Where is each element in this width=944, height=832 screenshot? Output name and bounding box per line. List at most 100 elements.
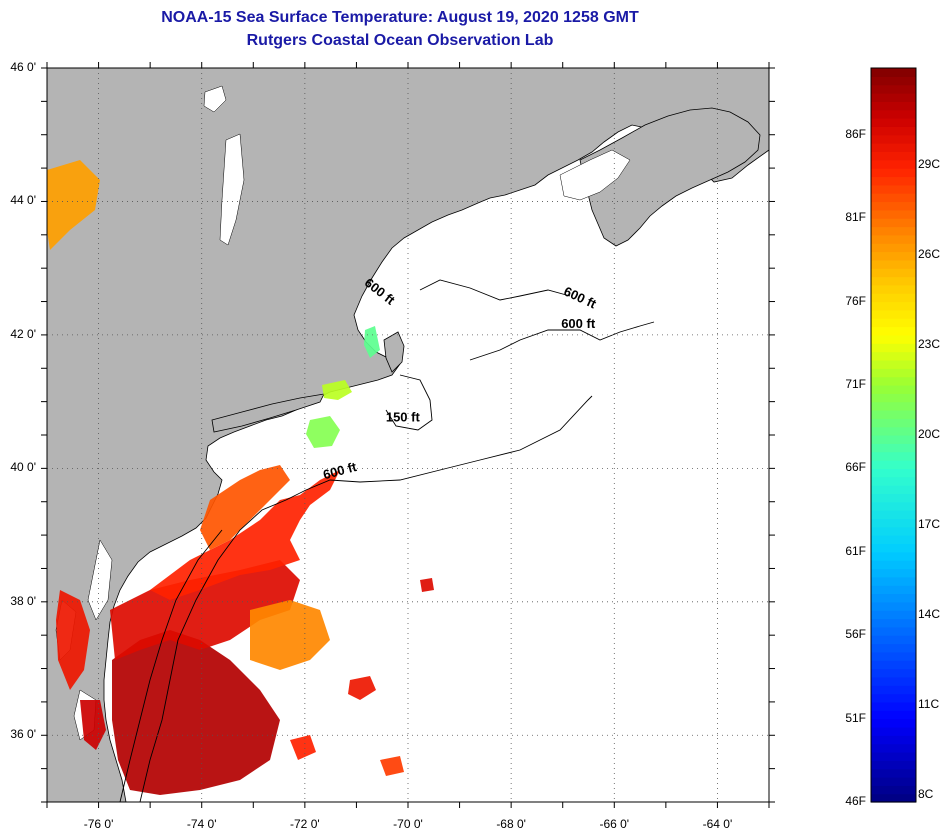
colorbar-segment — [871, 393, 916, 403]
lon-tick-label: -76 0' — [83, 817, 114, 831]
colorbar-segment — [871, 543, 916, 553]
lat-tick-label: 44 0' — [10, 193, 36, 208]
sst-patch — [364, 326, 380, 358]
colorbar-segment — [871, 535, 916, 545]
lon-tick-label: -66 0' — [599, 817, 630, 831]
lat-tick-label: 42 0' — [10, 326, 36, 341]
colorbar-segment — [871, 593, 916, 603]
colorbar-segment — [871, 701, 916, 711]
lon-tick-label: -68 0' — [496, 817, 526, 831]
sst-patch — [56, 590, 90, 690]
colorbar-segment — [871, 326, 916, 336]
colorbar-segment — [871, 134, 916, 144]
cape-cod-land — [383, 331, 405, 373]
depth-contour — [385, 374, 433, 431]
colorbar-segment — [871, 409, 916, 419]
sst-patch — [380, 756, 404, 776]
colorbar-segment — [871, 468, 916, 478]
colorbar-segment — [871, 93, 916, 102]
colorbar-segment — [871, 793, 916, 803]
colorbar-segment — [871, 568, 916, 578]
colorbar-segment — [871, 418, 916, 428]
colorbar-segment — [871, 610, 916, 620]
colorbar-segment — [871, 309, 916, 319]
contour-label: 600 ft — [561, 316, 596, 331]
lat-tick-label: 36 0' — [10, 727, 36, 742]
colorbar-segment — [871, 576, 916, 586]
long-island-land — [211, 393, 325, 433]
inland-water — [87, 539, 113, 621]
colorbar-segment — [871, 259, 916, 269]
chart-title: NOAA-15 Sea Surface Temperature: August … — [161, 9, 639, 26]
colorbar-segment — [871, 676, 916, 686]
colorbar-segment — [871, 293, 916, 303]
colorbar-segment — [871, 234, 916, 244]
lat-tick-label: 46 0' — [10, 60, 36, 74]
sst-patch — [348, 676, 376, 700]
sst-patch — [47, 160, 100, 250]
lon-tick-label: -72 0' — [290, 817, 320, 831]
sst-patch — [420, 578, 434, 592]
colorbar-segment — [871, 710, 916, 720]
colorbar-segment — [871, 209, 916, 219]
colorbar-segment — [871, 635, 916, 645]
colorbar-segment — [871, 151, 916, 161]
colorbar-segment — [871, 510, 916, 520]
colorbar-segment — [871, 193, 916, 203]
colorbar-segment — [871, 368, 916, 378]
colorbar-f-label: 46F — [845, 794, 866, 808]
colorbar-segment — [871, 118, 916, 127]
colorbar-segment — [871, 201, 916, 211]
inland-water — [219, 133, 245, 246]
chart-subtitle: Rutgers Coastal Ocean Observation Lab — [246, 32, 554, 49]
colorbar-segment — [871, 334, 916, 344]
colorbar-segment — [871, 726, 916, 736]
nova-scotia-land — [579, 107, 761, 247]
lon-tick-label: -64 0' — [702, 817, 733, 831]
sst-patch — [150, 470, 340, 600]
colorbar-c-label: 17C — [918, 517, 941, 532]
colorbar-segment — [871, 476, 916, 486]
colorbar-segment — [871, 501, 916, 511]
colorbar-f-label: 61F — [845, 543, 866, 558]
depth-contour — [419, 279, 571, 301]
colorbar-segment — [871, 101, 916, 111]
colorbar-segment — [871, 643, 916, 653]
colorbar-segment — [871, 401, 916, 411]
colorbar-segment — [871, 718, 916, 728]
sst-patch — [200, 465, 290, 550]
colorbar-c-label: 14C — [918, 607, 941, 622]
colorbar-segment — [871, 493, 916, 503]
colorbar-c-label: 23C — [918, 336, 941, 351]
inland-water — [203, 85, 227, 113]
colorbar-segment — [871, 760, 916, 770]
lat-tick-label: 40 0' — [10, 460, 36, 475]
sst-patch — [322, 380, 352, 400]
colorbar-segment — [871, 693, 916, 703]
lat-tick-label: 38 0' — [10, 593, 36, 608]
colorbar-segment — [871, 618, 916, 628]
colorbar-segment — [871, 168, 916, 178]
colorbar-segment — [871, 318, 916, 328]
colorbar-segment — [871, 460, 916, 469]
colorbar-segment — [871, 76, 916, 86]
colorbar-segment — [871, 551, 916, 561]
sst-patch — [290, 735, 316, 760]
colorbar-segment — [871, 560, 916, 570]
colorbar-c-label: 11C — [918, 697, 940, 712]
colorbar-segment — [871, 84, 916, 94]
colorbar-f-label: 81F — [845, 210, 866, 225]
colorbar-c-label: 20C — [918, 427, 941, 441]
sst-patch — [110, 560, 300, 660]
colorbar-segment — [871, 109, 916, 119]
sst-patch — [306, 416, 340, 448]
colorbar-segment — [871, 518, 916, 528]
colorbar-segment — [871, 284, 916, 294]
colorbar-segment — [871, 143, 916, 153]
colorbar-segment — [871, 685, 916, 695]
colorbar-c-label: 29C — [918, 156, 941, 171]
colorbar-f-label: 86F — [845, 126, 866, 141]
colorbar-segment — [871, 526, 916, 536]
colorbar-f-label: 76F — [845, 293, 866, 308]
